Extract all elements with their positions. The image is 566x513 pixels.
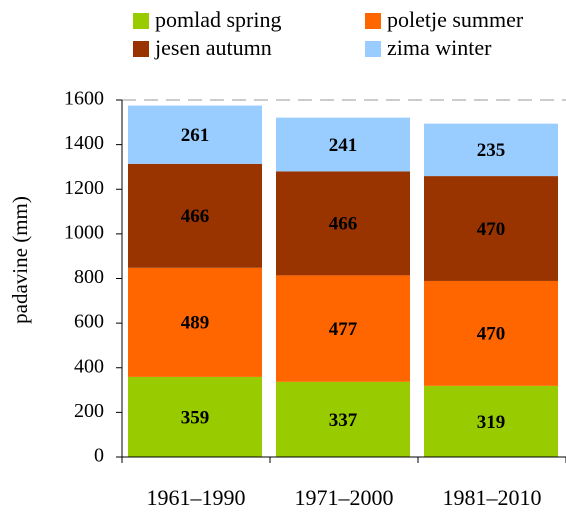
value-label: 359: [181, 407, 210, 428]
value-label: 466: [181, 206, 210, 227]
x-tick-label: 1971–2000: [295, 485, 394, 510]
bar-segment: [128, 105, 262, 164]
x-tick-label: 1961–1990: [147, 485, 246, 510]
legend-label: zima winter: [387, 35, 492, 60]
value-label: 466: [329, 214, 358, 235]
x-tick-label: 1981–2010: [443, 485, 542, 510]
value-label: 261: [181, 125, 210, 146]
y-tick-label: 1600: [64, 88, 104, 110]
bar-segment: [128, 267, 262, 377]
legend-label: jesen autumn: [154, 35, 272, 60]
value-label: 470: [477, 324, 506, 345]
y-tick-label: 600: [74, 311, 104, 333]
value-label: 477: [329, 319, 358, 340]
y-tick-label: 1200: [64, 177, 104, 199]
bar-segment: [128, 163, 262, 268]
bar-segment: [276, 275, 410, 382]
y-tick-label: 1400: [64, 132, 104, 154]
y-axis-label: padavine (mm): [8, 196, 32, 324]
value-label: 319: [477, 412, 506, 433]
value-label: 241: [329, 135, 358, 156]
value-label: 337: [329, 410, 358, 431]
y-tick-label: 200: [74, 400, 104, 422]
y-tick-label: 400: [74, 355, 104, 377]
value-label: 489: [181, 313, 210, 334]
y-tick-label: 800: [74, 266, 104, 288]
value-label: 470: [477, 219, 506, 240]
value-label: 235: [477, 140, 506, 161]
bar-segment: [424, 176, 558, 281]
legend-swatch: [133, 41, 149, 57]
legend-label: pomlad spring: [155, 7, 282, 32]
bar-segment: [128, 376, 262, 457]
bar-segment: [276, 171, 410, 276]
legend-label: poletje summer: [387, 7, 524, 32]
bar-segment: [424, 123, 558, 177]
bar-segment: [276, 381, 410, 457]
y-tick-label: 1000: [64, 221, 104, 243]
bar-segment: [276, 117, 410, 172]
legend-swatch: [365, 13, 381, 29]
legend-swatch: [133, 13, 149, 29]
y-tick-label: 0: [94, 445, 104, 467]
legend-swatch: [365, 41, 381, 57]
bar-segment: [424, 280, 558, 386]
bar-segment: [424, 385, 558, 457]
